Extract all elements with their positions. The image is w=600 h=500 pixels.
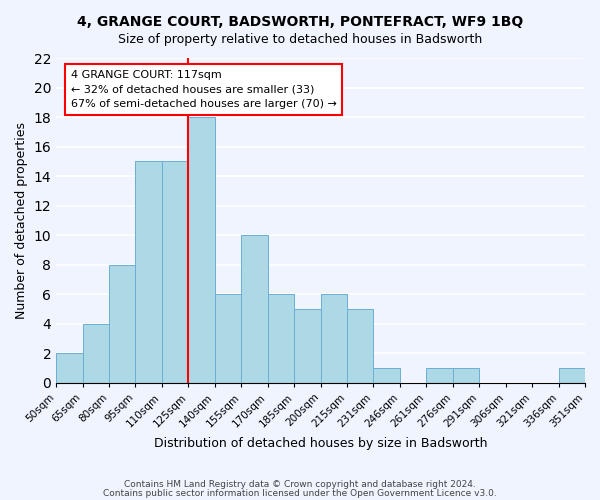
Bar xyxy=(347,309,373,383)
Text: Contains public sector information licensed under the Open Government Licence v3: Contains public sector information licen… xyxy=(103,488,497,498)
Text: 4 GRANGE COURT: 117sqm
← 32% of detached houses are smaller (33)
67% of semi-det: 4 GRANGE COURT: 117sqm ← 32% of detached… xyxy=(71,70,337,110)
Text: Contains HM Land Registry data © Crown copyright and database right 2024.: Contains HM Land Registry data © Crown c… xyxy=(124,480,476,489)
Bar xyxy=(294,309,320,383)
Bar xyxy=(320,294,347,383)
Bar xyxy=(215,294,241,383)
Bar xyxy=(453,368,479,383)
Bar xyxy=(56,354,83,383)
X-axis label: Distribution of detached houses by size in Badsworth: Distribution of detached houses by size … xyxy=(154,437,487,450)
Bar xyxy=(268,294,294,383)
Bar xyxy=(109,264,136,383)
Bar xyxy=(162,162,188,383)
Bar xyxy=(427,368,453,383)
Bar xyxy=(559,368,585,383)
Y-axis label: Number of detached properties: Number of detached properties xyxy=(15,122,28,319)
Bar xyxy=(136,162,162,383)
Text: 4, GRANGE COURT, BADSWORTH, PONTEFRACT, WF9 1BQ: 4, GRANGE COURT, BADSWORTH, PONTEFRACT, … xyxy=(77,15,523,29)
Text: Size of property relative to detached houses in Badsworth: Size of property relative to detached ho… xyxy=(118,32,482,46)
Bar xyxy=(83,324,109,383)
Bar xyxy=(188,117,215,383)
Bar xyxy=(373,368,400,383)
Bar xyxy=(241,235,268,383)
